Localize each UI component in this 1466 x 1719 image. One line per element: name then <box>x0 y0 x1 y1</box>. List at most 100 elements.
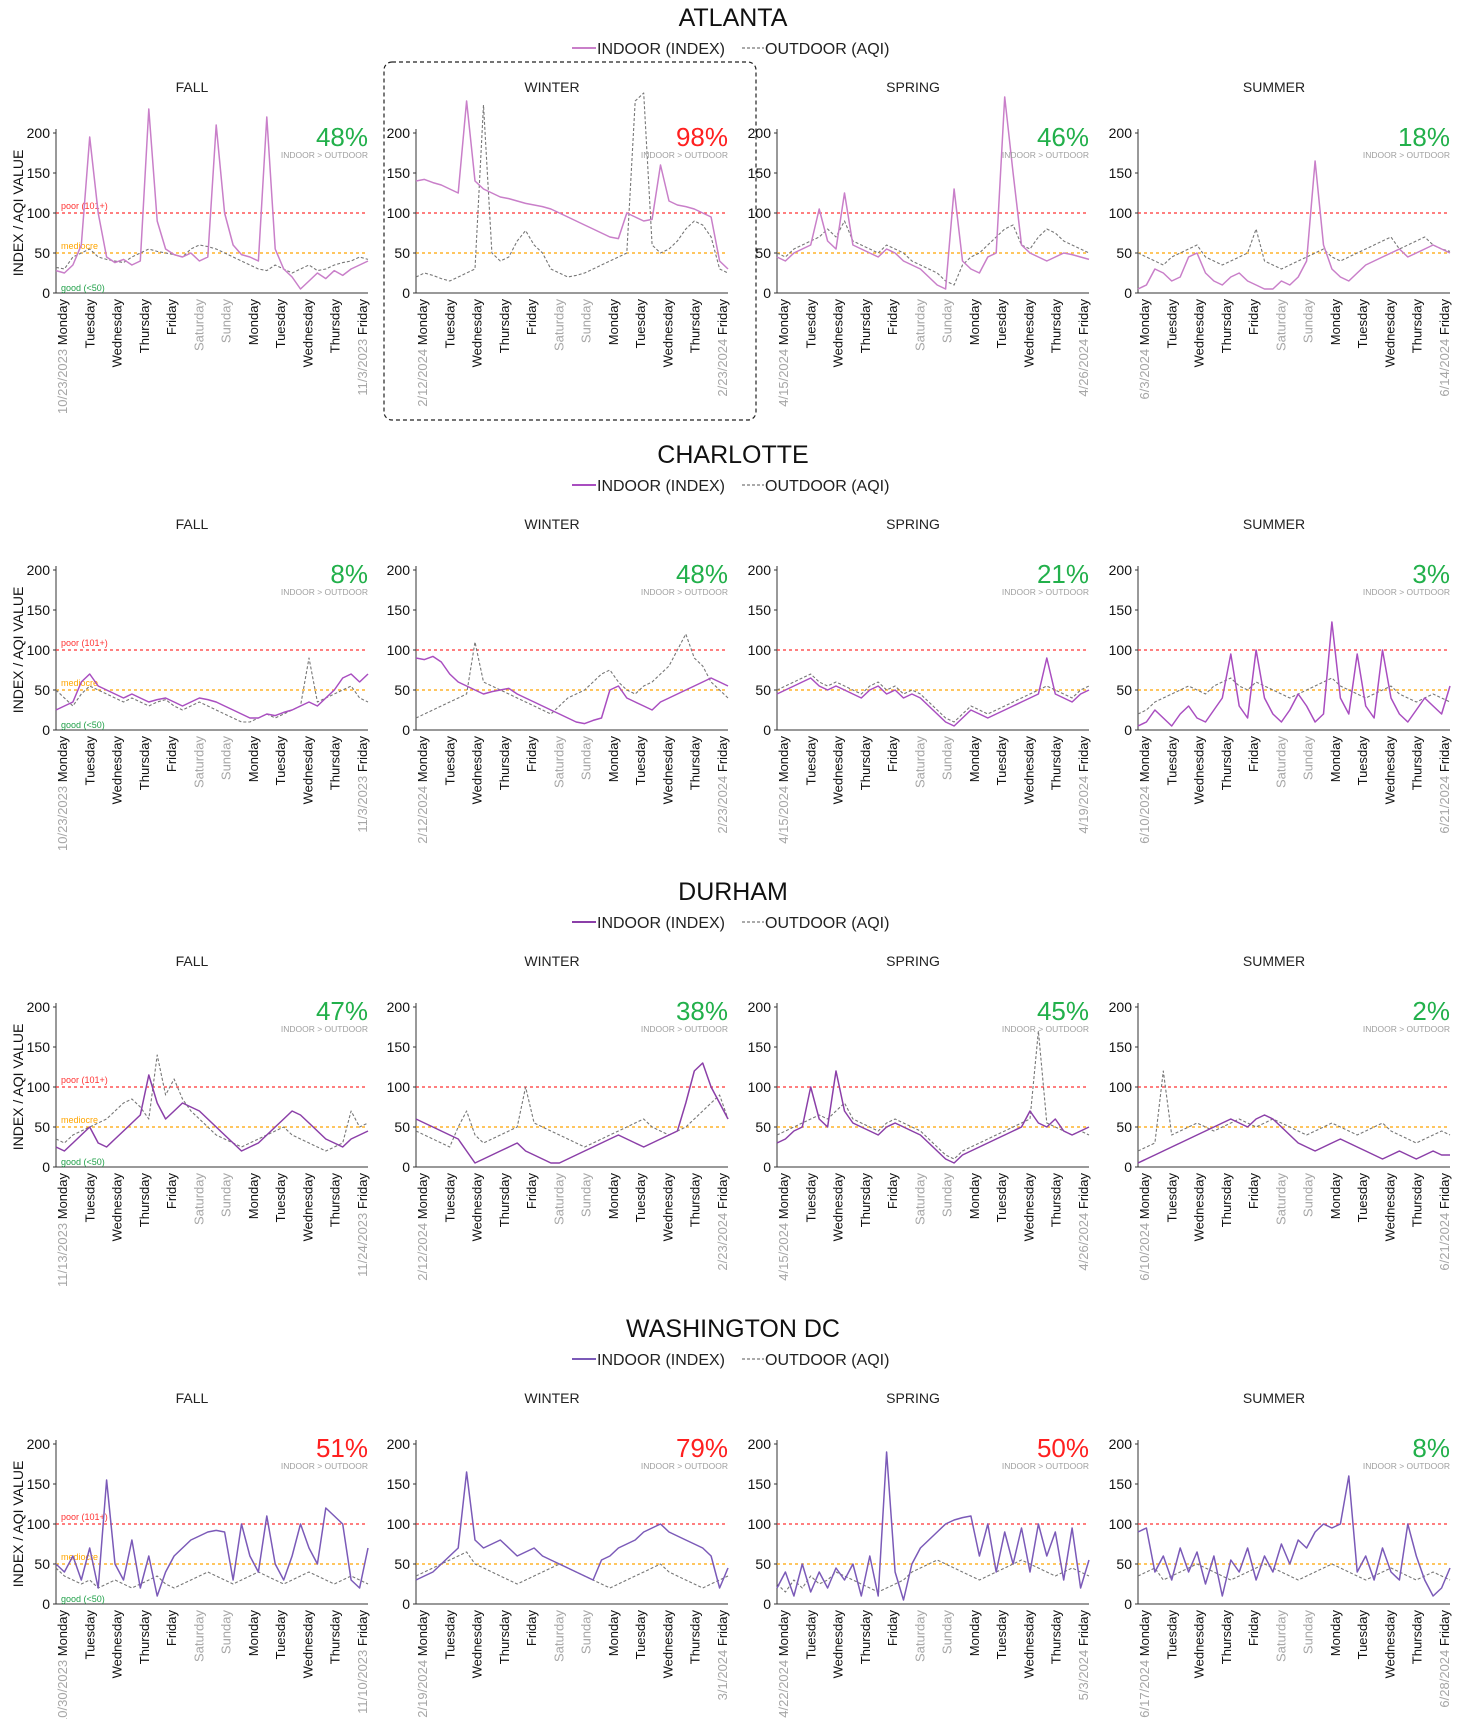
outdoor-line <box>415 92 729 282</box>
indoor-line <box>1137 160 1451 290</box>
date-tick-label: 4/26/2024 <box>1076 1213 1091 1271</box>
day-tick-text: Monday <box>415 299 430 349</box>
day-tick-label: Friday <box>524 736 539 773</box>
day-tick-label: Wednesday <box>1022 1173 1037 1242</box>
day-tick-label: Thursday <box>328 1173 343 1228</box>
y-tick-label: 50 <box>394 1119 410 1135</box>
y-tick-label: 50 <box>755 682 771 698</box>
day-tick-label: Tuesday <box>273 1173 288 1223</box>
y-tick-label: 100 <box>1109 205 1133 221</box>
season-label: SPRING <box>886 79 940 95</box>
season-panel: WINTER 0 50 100 150 200 48%INDOOR > OUTDOOR 2/1… <box>387 516 730 844</box>
outdoor-line <box>55 1567 369 1589</box>
y-tick-label: 0 <box>763 285 771 301</box>
indoor-exceeds-percent: 8% <box>330 559 368 589</box>
y-tick-label: 50 <box>755 245 771 261</box>
y-tick-label: 0 <box>42 285 50 301</box>
indoor-exceeds-percent: 79% <box>676 1433 728 1463</box>
day-tick-text: Monday <box>1137 299 1152 349</box>
day-tick-label: Monday <box>1328 736 1343 783</box>
day-tick-label: Sunday <box>940 299 955 344</box>
y-tick-label: 0 <box>402 285 410 301</box>
outdoor-line <box>55 657 369 723</box>
date-tick-label: 4/15/2024 <box>776 786 791 844</box>
y-tick-label: 150 <box>748 165 772 181</box>
indoor-exceeds-percent: 8% <box>1412 1433 1450 1463</box>
day-tick-label: Monday <box>967 299 982 346</box>
day-tick-label: 4/22/2024 Monday <box>776 1610 791 1718</box>
day-tick-label: 6/10/2024 Monday <box>1137 1173 1152 1281</box>
y-tick-label: 0 <box>1124 285 1132 301</box>
percent-caption: INDOOR > OUTDOOR <box>1002 150 1089 160</box>
y-tick-label: 200 <box>387 125 411 141</box>
percent-caption: INDOOR > OUTDOOR <box>641 587 728 597</box>
y-tick-label: 200 <box>387 1436 411 1452</box>
day-tick-text: Friday <box>1076 299 1091 339</box>
day-tick-text: Friday <box>715 736 730 776</box>
y-tick-label: 50 <box>1116 245 1132 261</box>
y-tick-label: 200 <box>27 999 51 1015</box>
y-tick-label: 150 <box>27 1039 51 1055</box>
legend-outdoor-label: OUTDOOR (AQI) <box>765 478 889 495</box>
day-tick-label: 4/26/2024 Friday <box>1076 1173 1091 1271</box>
indoor-line <box>415 100 729 270</box>
day-tick-label: 4/15/2024 Monday <box>776 1173 791 1281</box>
indoor-line <box>1137 1114 1450 1164</box>
y-tick-label: 150 <box>1109 602 1133 618</box>
day-tick-label: Monday <box>1328 1610 1343 1657</box>
day-tick-label: Wednesday <box>110 299 125 368</box>
y-tick-label: 0 <box>763 1159 771 1175</box>
day-tick-label: Wednesday <box>1192 736 1207 805</box>
day-tick-label: Thursday <box>1219 1173 1234 1228</box>
good-threshold-label: good (<50) <box>61 283 105 293</box>
day-tick-label: 10/23/2023 Monday <box>55 736 70 851</box>
day-tick-label: Wednesday <box>110 736 125 805</box>
percent-caption: INDOOR > OUTDOOR <box>1363 150 1450 160</box>
day-tick-label: Thursday <box>1219 736 1234 791</box>
day-tick-label: Monday <box>606 1610 621 1657</box>
date-tick-label: 4/19/2024 <box>1076 776 1091 834</box>
day-tick-label: Thursday <box>1049 299 1064 354</box>
day-tick-label: Wednesday <box>1022 299 1037 368</box>
percent-caption: INDOOR > OUTDOOR <box>281 1024 368 1034</box>
day-tick-label: Tuesday <box>803 1610 818 1660</box>
date-tick-label: 4/15/2024 <box>776 1223 791 1281</box>
season-panel: FALL 0 50 100 150 200 poor (101+) mediocre good … <box>27 516 370 851</box>
day-tick-label: Tuesday <box>1164 736 1179 786</box>
day-tick-label: Thursday <box>1049 736 1064 791</box>
day-tick-label: Saturday <box>551 736 566 789</box>
date-tick-label: 11/13/2023 <box>55 1223 70 1287</box>
day-tick-label: Sunday <box>940 1610 955 1655</box>
day-tick-label: 11/24/2023 Friday <box>355 1173 370 1277</box>
indoor-line <box>776 1070 1090 1164</box>
y-tick-label: 100 <box>27 642 51 658</box>
day-tick-text: Friday <box>355 299 370 339</box>
outdoor-line <box>776 673 1090 723</box>
day-tick-label: 2/19/2024 Monday <box>415 1610 430 1718</box>
day-tick-label: Friday <box>1246 1610 1261 1647</box>
day-tick-label: Tuesday <box>442 1173 457 1223</box>
y-tick-label: 200 <box>1109 562 1133 578</box>
day-tick-label: Sunday <box>579 299 594 344</box>
day-tick-label: Wednesday <box>1383 1610 1398 1679</box>
day-tick-text: Friday <box>1437 299 1452 339</box>
y-tick-label: 200 <box>1109 1436 1133 1452</box>
day-tick-label: Saturday <box>191 736 206 789</box>
day-tick-label: Thursday <box>858 1173 873 1228</box>
y-tick-label: 0 <box>763 1596 771 1612</box>
day-tick-label: Wednesday <box>661 1610 676 1679</box>
y-tick-label: 0 <box>402 1596 410 1612</box>
day-tick-label: Wednesday <box>1192 1173 1207 1242</box>
date-tick-label: 10/23/2023 <box>55 349 70 414</box>
day-tick-text: Monday <box>1137 1173 1152 1223</box>
y-tick-label: 0 <box>402 1159 410 1175</box>
day-tick-label: Saturday <box>912 736 927 789</box>
poor-threshold-label: poor (101+) <box>61 1512 108 1522</box>
date-tick-label: 6/17/2024 <box>1137 1660 1152 1718</box>
y-tick-label: 100 <box>387 1079 411 1095</box>
y-tick-label: 150 <box>27 602 51 618</box>
outdoor-line <box>776 1559 1090 1593</box>
y-axis-label: INDEX / AQI VALUE <box>10 587 26 714</box>
day-tick-label: Wednesday <box>470 299 485 368</box>
y-tick-label: 100 <box>27 205 51 221</box>
